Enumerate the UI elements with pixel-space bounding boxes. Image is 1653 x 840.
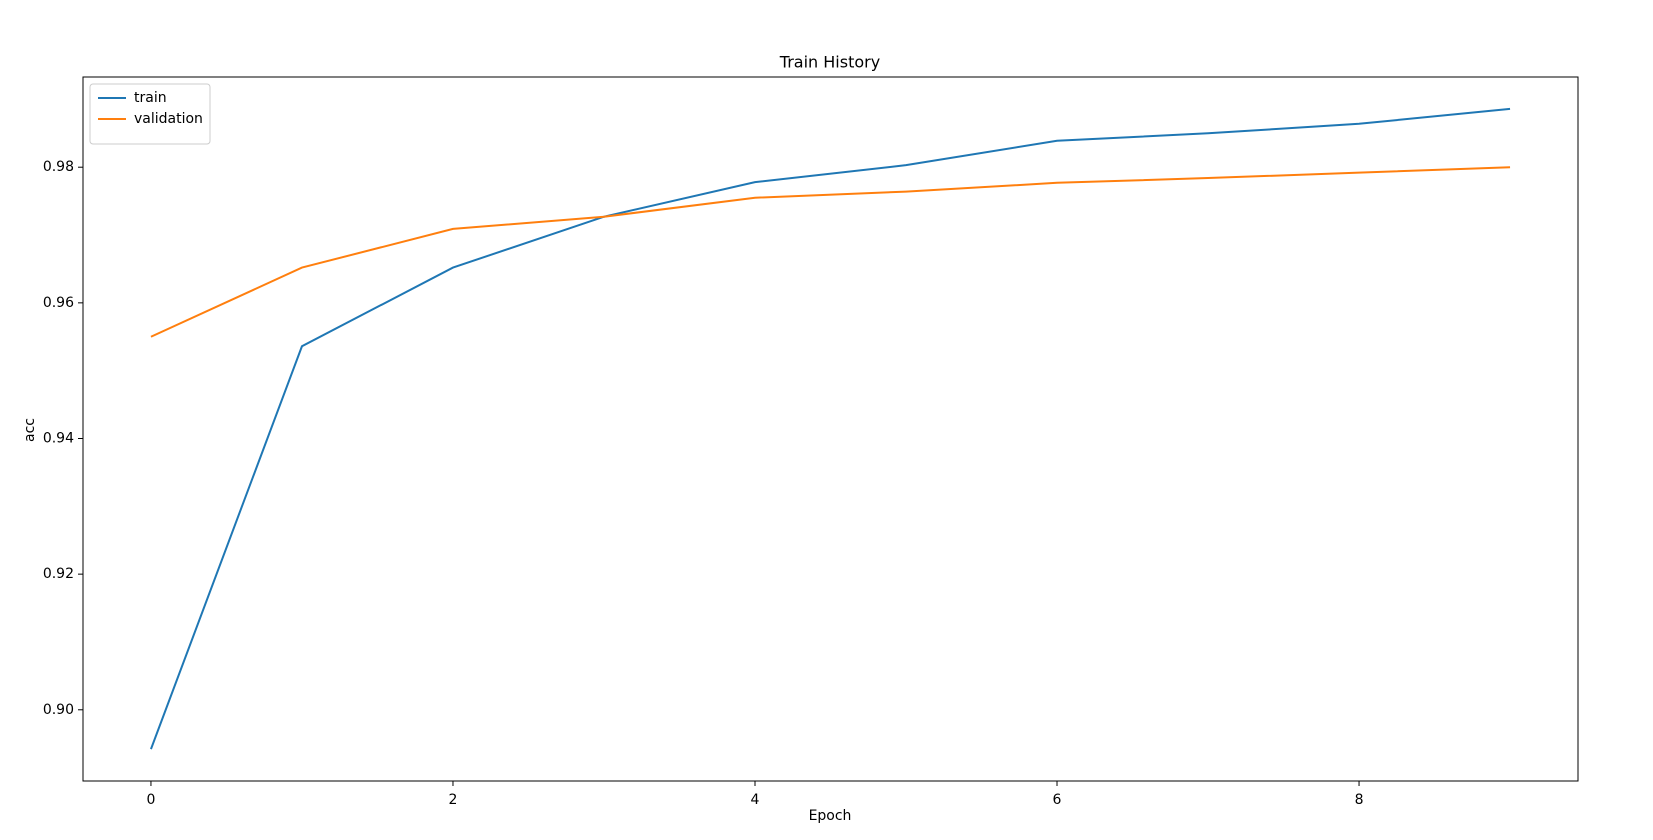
x-axis-label: Epoch (809, 808, 852, 824)
y-tick-label: 0.94 (43, 430, 74, 446)
series-line (150, 166, 1511, 338)
y-tick-label: 0.90 (43, 702, 74, 718)
y-tick-label: 0.98 (43, 159, 74, 175)
legend-label: train (134, 90, 167, 106)
y-tick-label: 0.96 (43, 295, 74, 311)
x-tick-label: 4 (751, 792, 760, 808)
x-tick-label: 8 (1355, 792, 1364, 808)
y-axis-label: acc (22, 418, 38, 442)
x-tick-label: 2 (449, 792, 458, 808)
y-tick-label: 0.92 (43, 566, 74, 582)
plot-frame (82, 76, 1579, 782)
chart-title: Train History (779, 53, 880, 72)
series-line (150, 107, 1511, 750)
x-tick-label: 6 (1053, 792, 1062, 808)
legend-label: validation (134, 111, 203, 127)
x-tick-label: 0 (146, 792, 155, 808)
